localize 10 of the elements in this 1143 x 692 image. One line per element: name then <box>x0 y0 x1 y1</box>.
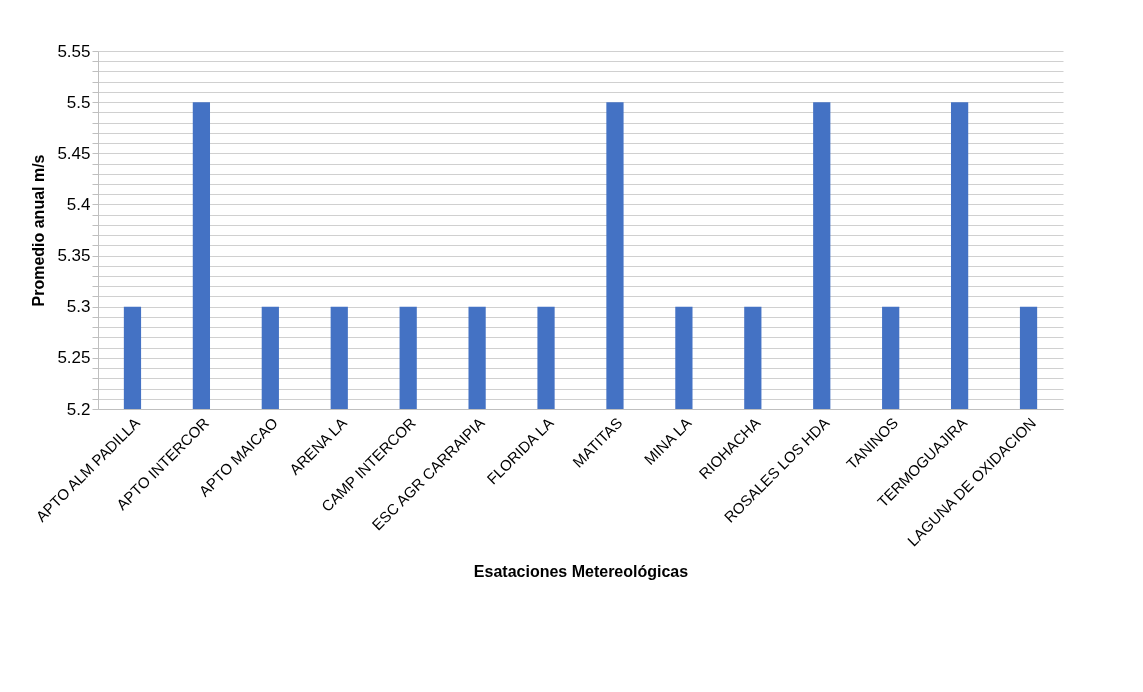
y-tick-label: 5.3 <box>66 297 91 317</box>
y-axis-title: Promedio anual m/s <box>30 154 48 307</box>
y-tick-label: 5.25 <box>57 348 91 368</box>
x-axis-title: Esataciones Metereológicas <box>473 562 689 580</box>
y-tick-label: 5.5 <box>66 92 91 112</box>
y-tick-label: 5.35 <box>57 246 91 266</box>
y-tick-label: 5.55 <box>57 41 91 61</box>
y-tick-label: 5.4 <box>66 194 91 214</box>
y-tick-label: 5.2 <box>66 399 91 419</box>
y-tick-label: 5.45 <box>57 143 91 163</box>
